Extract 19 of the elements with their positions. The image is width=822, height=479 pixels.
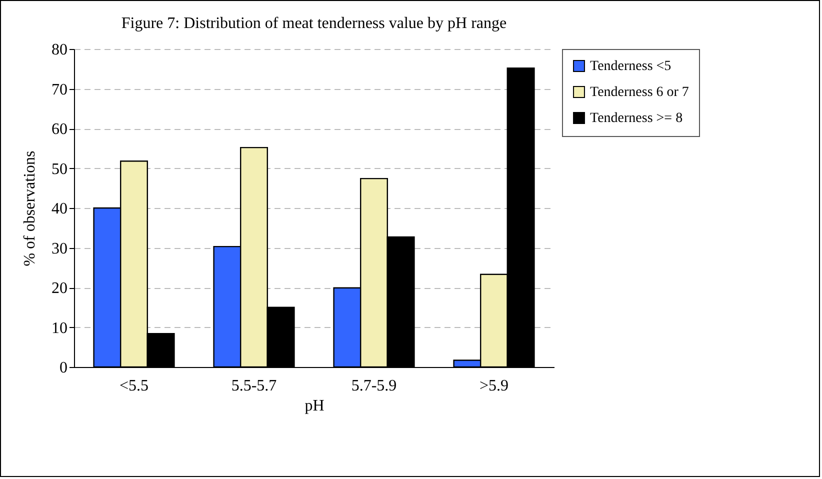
x-axis-title: pH [304,398,325,414]
x-tick-label: 5.5-5.7 [231,378,277,394]
y-tick-label: 50 [52,160,68,178]
chart-title: Figure 7: Distribution of meat tenderness value by pH range [121,15,507,32]
y-tick-label: 10 [52,320,68,337]
y-tick-label: 80 [52,42,68,58]
y-tick-label: 0 [60,360,68,376]
y-tick-label: 60 [52,121,68,138]
y-tick-label: 20 [52,280,68,297]
y-axis-title: % of observations [22,150,38,266]
legend-label: Tenderness 6 or 7 [590,85,689,100]
legend-label: Tenderness >= 8 [590,111,683,126]
x-tick-label: 5.7-5.9 [351,378,397,394]
y-tick-label: 30 [52,240,68,258]
y-tick-label: 40 [52,200,68,218]
legend-label: Tenderness <5 [590,59,672,74]
y-tick-label: 70 [52,81,68,98]
x-tick-label: <5.5 [119,378,149,394]
x-tick-label: >5.9 [479,378,509,394]
